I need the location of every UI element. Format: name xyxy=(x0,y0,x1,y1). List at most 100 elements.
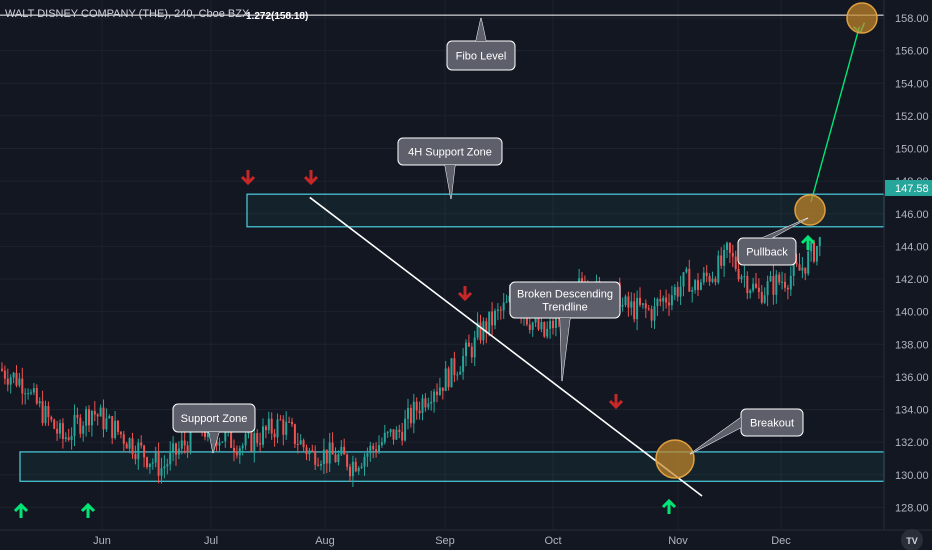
candle-body xyxy=(241,445,244,449)
candle-body xyxy=(79,417,82,434)
candle-body xyxy=(444,368,447,392)
candle-body xyxy=(438,387,441,396)
arrow-head xyxy=(661,498,677,509)
callout-support4h[interactable]: 4H Support Zone xyxy=(397,137,503,200)
zone-rect xyxy=(246,193,885,228)
candle-body xyxy=(256,433,259,444)
candle-body xyxy=(360,466,363,468)
candle-body xyxy=(218,442,221,446)
candle-body xyxy=(366,453,369,457)
candle-body xyxy=(447,368,450,388)
candle-body xyxy=(346,454,349,467)
candle-body xyxy=(285,421,288,435)
arrow-head xyxy=(800,234,816,245)
arrows xyxy=(13,170,816,518)
callout-text: Broken Descending xyxy=(517,289,613,301)
candle-body xyxy=(659,298,662,302)
callout-fibo[interactable]: Fibo Level xyxy=(446,17,516,71)
candle-body xyxy=(462,356,465,372)
callout-pullback[interactable]: Pullback xyxy=(737,217,809,266)
candle-body xyxy=(305,447,308,455)
candle-body xyxy=(746,276,749,294)
candle-body xyxy=(453,358,456,376)
callout-text: Breakout xyxy=(750,418,794,430)
candle-body xyxy=(424,398,427,408)
y-tick-label: 156.00 xyxy=(895,46,929,58)
candle-body xyxy=(409,407,412,424)
candle-body xyxy=(781,281,784,283)
candle-body xyxy=(386,432,389,434)
candle-body xyxy=(554,313,557,329)
candle-body xyxy=(122,434,125,444)
candle-body xyxy=(334,454,337,463)
candle-body xyxy=(114,420,117,439)
candle-body xyxy=(189,425,192,453)
y-tick-label: 144.00 xyxy=(895,241,929,253)
candle-body xyxy=(633,301,636,320)
candle-body xyxy=(140,442,143,446)
candle-body xyxy=(630,301,633,308)
candle-body xyxy=(401,431,404,441)
candle-body xyxy=(322,449,325,464)
candle-body xyxy=(717,255,720,283)
candle-body xyxy=(728,242,731,253)
candle-body xyxy=(525,316,528,325)
candle-body xyxy=(479,322,482,341)
candle-body xyxy=(673,287,676,296)
candle-body xyxy=(47,405,50,418)
candle-body xyxy=(496,309,499,311)
y-tick-label: 146.00 xyxy=(895,209,929,221)
candle-body xyxy=(430,401,433,404)
candle-body xyxy=(99,407,102,417)
candle-body xyxy=(221,441,224,443)
candle-body xyxy=(734,256,737,269)
candle-body xyxy=(708,276,711,282)
candle-body xyxy=(731,252,734,257)
candle-body xyxy=(134,454,137,460)
candle-body xyxy=(131,438,134,455)
y-tick-label: 132.00 xyxy=(895,437,929,449)
down-arrow-icon xyxy=(303,170,319,186)
callout-text: Fibo Level xyxy=(456,51,507,63)
candle-body xyxy=(786,287,789,290)
logo-circle xyxy=(901,529,923,550)
fibo-label: 1.272(158.18) xyxy=(246,11,308,22)
arrow-head xyxy=(303,175,319,186)
callout-text: Pullback xyxy=(746,247,788,259)
candle-body xyxy=(743,276,746,278)
candle-body xyxy=(160,468,163,476)
candle-body xyxy=(395,429,398,440)
candle-body xyxy=(354,461,357,472)
y-tick-label: 152.00 xyxy=(895,111,929,123)
candle-body xyxy=(792,262,795,276)
candle-body xyxy=(53,419,56,429)
candle-body xyxy=(9,377,12,385)
candle-body xyxy=(230,428,233,448)
candle-body xyxy=(789,275,792,290)
candle-body xyxy=(491,311,494,326)
time-axis[interactable]: Jun Jul Aug Sep Oct Nov Dec xyxy=(93,535,791,547)
price-axis[interactable]: 128.00 130.00 132.00 134.00 136.00 138.00 140.… xyxy=(885,13,932,514)
candle-body xyxy=(85,409,88,426)
callout-breakout[interactable]: Breakout xyxy=(689,408,804,455)
callout-pointer-fill xyxy=(445,165,455,199)
candle-body xyxy=(807,251,810,274)
candle-body xyxy=(670,295,673,306)
candle-body xyxy=(375,449,378,453)
candle-body xyxy=(146,457,148,467)
candle-body xyxy=(705,272,708,277)
tradingview-logo[interactable]: TV xyxy=(901,529,923,550)
candle-body xyxy=(6,378,9,385)
callout-support[interactable]: Support Zone xyxy=(172,403,256,454)
x-tick-label: Aug xyxy=(315,535,335,547)
candle-body xyxy=(35,388,38,404)
candle-body xyxy=(772,276,775,295)
candle-body xyxy=(636,297,639,320)
callout-pointer-fill xyxy=(560,318,570,381)
candle-body xyxy=(476,322,479,338)
candle-body xyxy=(56,428,59,434)
candle-body xyxy=(351,461,354,477)
candle-body xyxy=(804,267,807,274)
